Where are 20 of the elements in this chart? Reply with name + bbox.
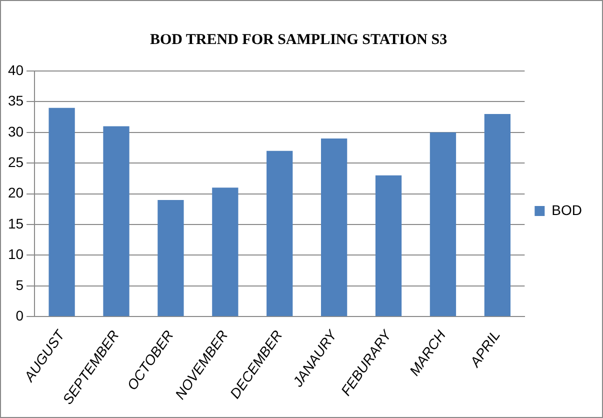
bar — [103, 126, 130, 316]
bar — [430, 132, 456, 316]
bar — [158, 200, 184, 316]
y-tick-label: 30 — [8, 123, 24, 140]
chart-title: BOD TREND FOR SAMPLING STATION S3 — [150, 32, 448, 48]
y-tick-label: 40 — [8, 62, 24, 78]
y-tick-label: 20 — [8, 184, 24, 201]
y-tick-label: 15 — [8, 215, 24, 232]
bar — [266, 150, 293, 316]
y-tick-label: 5 — [16, 276, 24, 293]
y-tick-label: 0 — [16, 307, 24, 324]
bar — [212, 188, 238, 316]
y-tick-label: 10 — [8, 246, 24, 262]
bar — [321, 138, 348, 316]
y-tick-label: 35 — [8, 92, 24, 109]
bar — [484, 114, 511, 316]
y-tick-label: 25 — [8, 154, 24, 170]
legend-label: BOD — [552, 202, 582, 218]
bar — [375, 175, 402, 316]
bar — [48, 108, 75, 316]
